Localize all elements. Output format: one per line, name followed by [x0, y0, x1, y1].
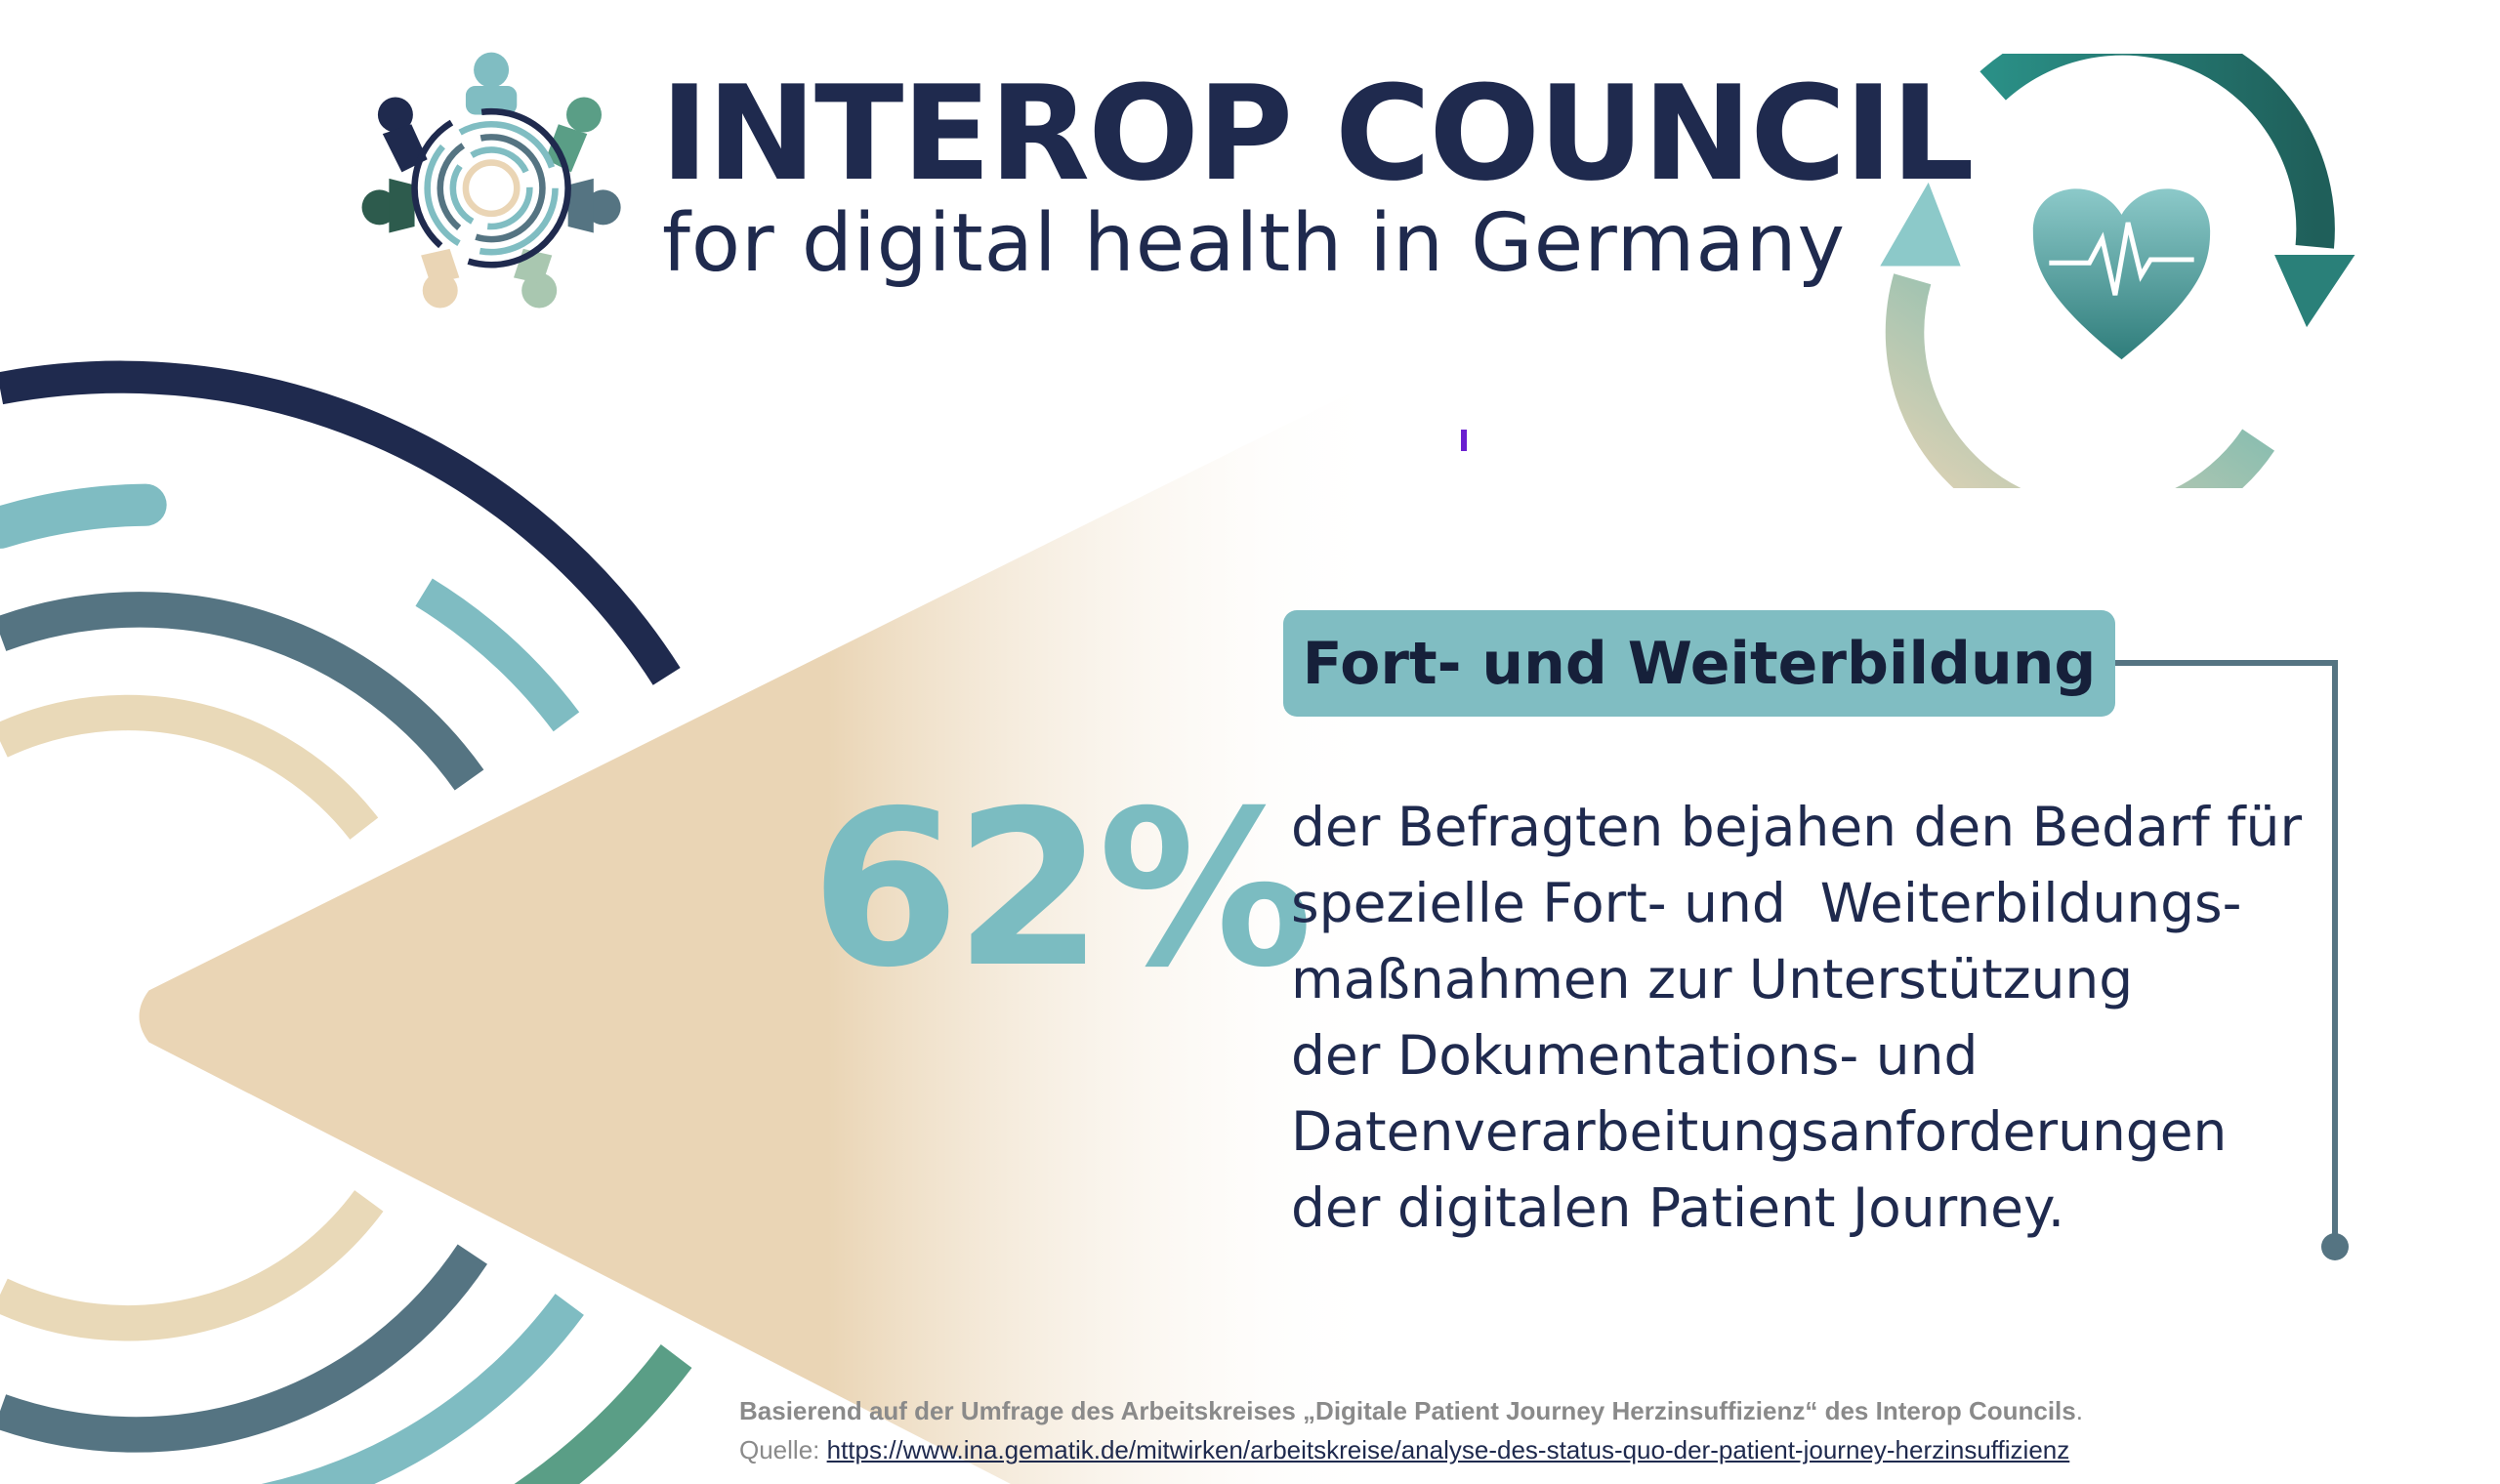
arc-slate-bottom [0, 1244, 487, 1453]
arc-beige-bottom [0, 1190, 384, 1341]
people-circle-logo-icon [361, 52, 621, 309]
source-link[interactable]: https://www.ina.gematik.de/mitwirken/arb… [826, 1435, 2070, 1464]
arc-teal-small [415, 578, 580, 732]
connector-dot [2321, 1233, 2349, 1260]
source-label: Quelle: [739, 1435, 827, 1464]
arc-green-bottom [514, 1343, 692, 1484]
description-line: der Befragten bejahen den Bedarf für [1291, 796, 2303, 858]
connector-line-vertical [2332, 660, 2338, 1246]
page-title: INTEROP COUNCIL [660, 58, 1975, 210]
beige-triangle [139, 372, 1392, 1484]
arc-teal-top [0, 483, 167, 549]
survey-basis: Basierend auf der Umfrage des Arbeitskre… [739, 1396, 2076, 1425]
description-line: Datenverarbeitungsanforderungen [1291, 1100, 2228, 1163]
arc-slate-top [0, 592, 484, 791]
description-line: der Dokumentations- und [1291, 1024, 1979, 1087]
description-line: maßnahmen zur Unterstützung [1291, 948, 2134, 1010]
arc-navy [0, 360, 681, 685]
topic-tag: Fort- und Weiterbildung [1283, 610, 2115, 717]
description-line: spezielle Fort- und Weiterbildungs- [1291, 872, 2242, 934]
cursor-mark [1461, 430, 1467, 451]
arc-beige-top [0, 694, 379, 840]
arc-teal-bottom [261, 1294, 584, 1484]
footer: Basierend auf der Umfrage des Arbeitskre… [739, 1391, 2083, 1469]
page-subtitle: for digital health in Germany [662, 197, 1847, 290]
connector-line [2115, 660, 2338, 666]
description-line: der digitalen Patient Journey. [1291, 1176, 2065, 1239]
heart-heartbeat-cycle-icon [1880, 54, 2355, 488]
description: der Befragten bejahen den Bedarf für spe… [1291, 789, 2326, 1246]
survey-basis-end: . [2075, 1396, 2083, 1425]
percentage-stat: 62% [811, 764, 1313, 1014]
